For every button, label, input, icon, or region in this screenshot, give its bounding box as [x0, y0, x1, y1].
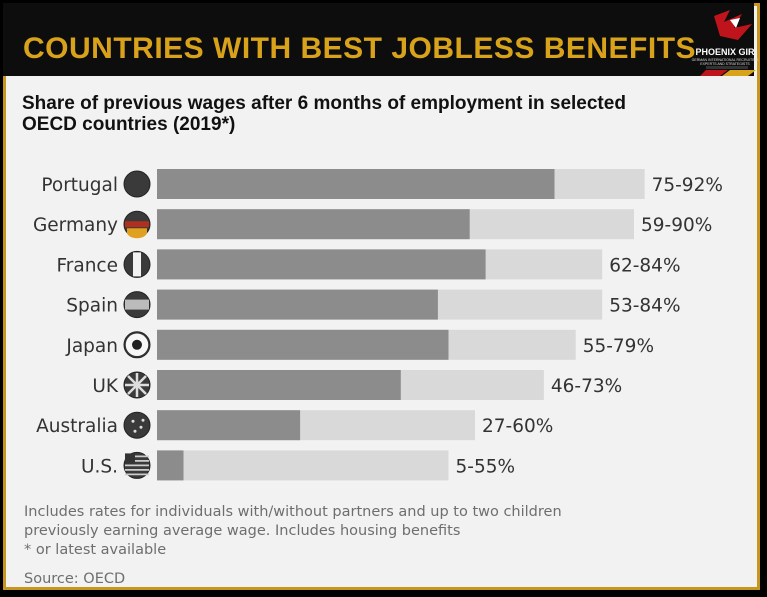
bar-min-2	[157, 249, 486, 280]
france-flag-stripe	[133, 252, 141, 277]
bar-min-7	[157, 450, 184, 481]
japan-flag-disc	[132, 339, 142, 350]
category-label-0: Portugal	[41, 175, 118, 196]
bar-max-7	[157, 450, 449, 481]
value-label-5: 46-73%	[551, 376, 622, 397]
bar-min-4	[157, 329, 449, 360]
chart-subtitle: Share of previous wages after 6 months o…	[22, 93, 626, 135]
bar-min-6	[157, 410, 301, 441]
portugal-flag-icon	[123, 170, 151, 198]
category-label-4: Japan	[65, 336, 118, 357]
australia-flag-star	[141, 418, 145, 422]
category-label-3: Spain	[66, 296, 118, 317]
title-banner	[3, 3, 754, 76]
spain-flag-stripe	[125, 299, 149, 310]
category-label-6: Australia	[36, 416, 118, 437]
bar-min-1	[157, 209, 470, 240]
logo-tagline: GERMAN INTERNATIONAL RECRUITING EXPERTS A…	[691, 58, 759, 66]
category-label-5: UK	[92, 376, 119, 397]
uk-flag-cross	[125, 373, 149, 397]
category-label-1: Germany	[33, 215, 118, 236]
banner-title: COUNTRIES WITH BEST JOBLESS BENEFITS	[23, 32, 697, 65]
germany-flag-stripe-gold	[127, 228, 147, 239]
bar-min-3	[157, 289, 438, 320]
value-label-6: 27-60%	[482, 416, 553, 437]
bar-min-0	[157, 169, 555, 199]
australia-flag-star	[133, 429, 137, 433]
germany-flag-stripe	[125, 221, 149, 228]
value-label-1: 59-90%	[641, 215, 712, 236]
australia-flag-star	[131, 419, 135, 423]
value-label-2: 62-84%	[609, 255, 680, 276]
value-label-7: 5-55%	[456, 456, 516, 477]
note-line-3: * or latest available	[24, 542, 167, 558]
australia-flag-star	[139, 425, 143, 429]
value-label-0: 75-92%	[652, 175, 723, 196]
chart-notes: Includes rates for individuals with/with…	[24, 503, 724, 560]
note-line-1: Includes rates for individuals with/with…	[24, 504, 562, 520]
chart-source: Source: OECD	[24, 571, 126, 587]
us-flag-canton	[125, 453, 135, 464]
value-label-3: 53-84%	[609, 296, 680, 317]
value-label-4: 55-79%	[583, 336, 654, 357]
phoenix-logo	[700, 10, 756, 76]
australia-flag-icon	[123, 411, 151, 439]
bar-min-5	[157, 370, 401, 400]
logo-wordmark: PHOENIX GIR	[695, 47, 755, 57]
bar-chart: Portugal 75-92% Germany 59-90% France 62-84% S…	[33, 169, 723, 481]
category-label-2: France	[56, 255, 118, 276]
category-label-7: U.S.	[81, 456, 118, 477]
note-line-2: previously earning average wage. Include…	[24, 523, 461, 539]
